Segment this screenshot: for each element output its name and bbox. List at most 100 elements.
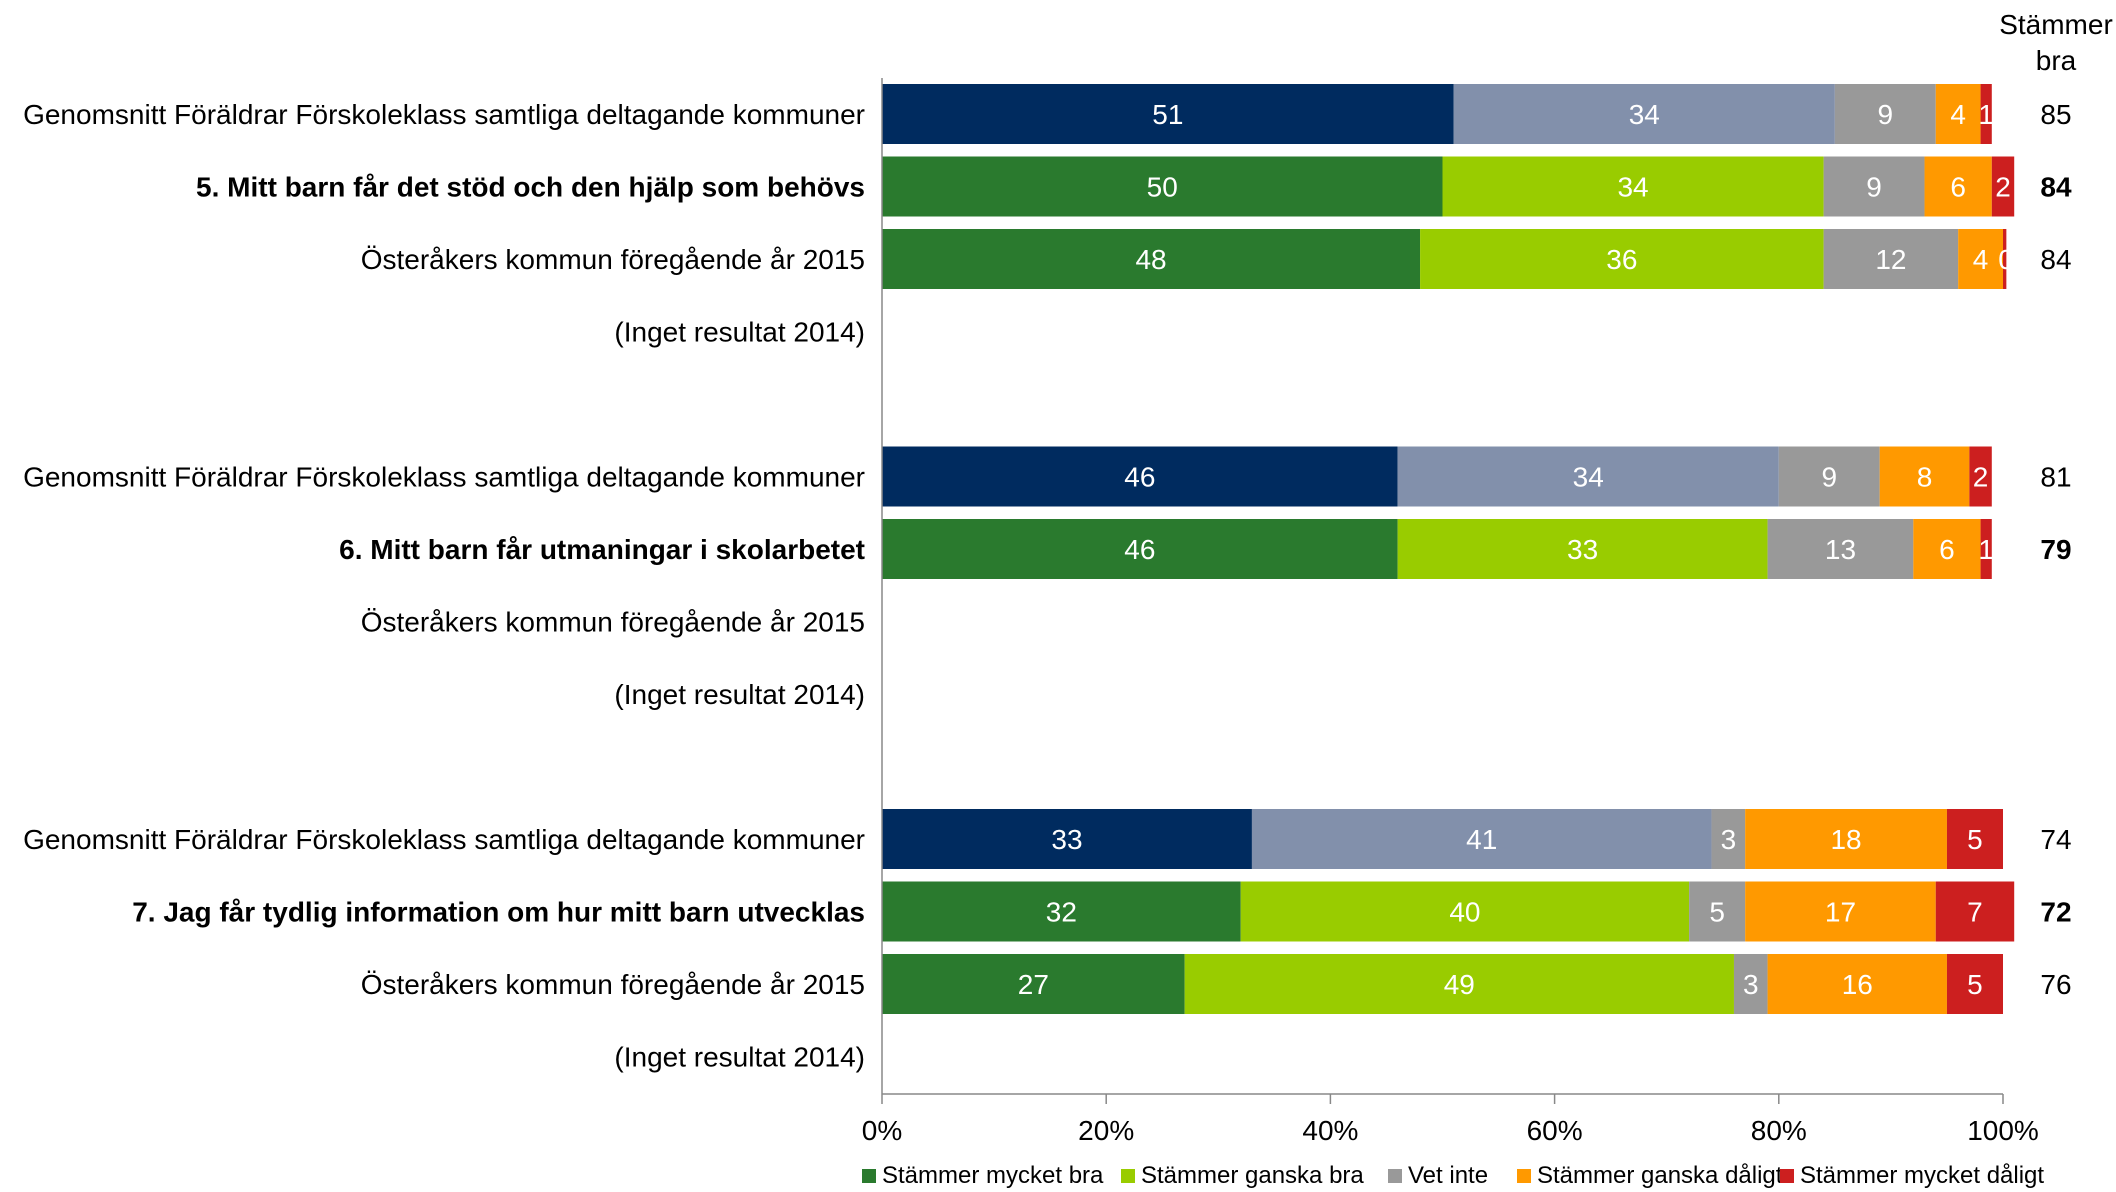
bar-segment xyxy=(1689,881,1746,942)
category-label: Genomsnitt Föräldrar Förskoleklass samtl… xyxy=(23,824,865,855)
bar-segment xyxy=(1991,156,2015,217)
bar-segment xyxy=(1924,156,1992,217)
bar-segment xyxy=(1935,881,2015,942)
x-axis: 0% 20% 40% 60% 80% 100% xyxy=(862,78,2039,1146)
bar-segment xyxy=(882,84,1454,144)
bar-segment xyxy=(882,954,1185,1014)
segment-value-label: 34 xyxy=(1573,462,1604,493)
segment-value-label: 46 xyxy=(1124,534,1155,565)
segment-value-label: 27 xyxy=(1018,969,1049,1000)
bar-segment xyxy=(1778,446,1880,507)
segment-value-label: 6 xyxy=(1939,534,1955,565)
bar-segment xyxy=(1969,446,1992,507)
bar-row: Österåkers kommun föregående år 2015 48 36… xyxy=(361,229,2072,289)
segment-value-label: 8 xyxy=(1917,462,1933,493)
category-label: Genomsnitt Föräldrar Förskoleklass samtl… xyxy=(23,99,865,130)
segment-value-label: 40 xyxy=(1449,897,1480,928)
sum-value: 85 xyxy=(2040,99,2071,130)
legend-label: Stämmer ganska dåligt xyxy=(1537,1162,1783,1189)
bar-segment xyxy=(1453,84,1835,144)
bar-row: (Inget resultat 2014) xyxy=(614,317,865,348)
bar-row: Österåkers kommun föregående år 2015 xyxy=(361,607,865,638)
x-tick-label: 100% xyxy=(1967,1115,2039,1146)
bar-segment xyxy=(882,809,1252,869)
bar-segment xyxy=(1767,954,1947,1014)
bar-row: (Inget resultat 2014) xyxy=(614,679,865,710)
bar-row: Genomsnitt Föräldrar Förskoleklass samtl… xyxy=(23,84,2072,144)
segment-value-label: 2 xyxy=(1995,172,2011,203)
sum-value: 76 xyxy=(2040,969,2071,1000)
legend-item: Vet inte xyxy=(1388,1162,1488,1189)
segment-value-label: 34 xyxy=(1629,99,1660,130)
x-tick-label: 60% xyxy=(1527,1115,1583,1146)
segment-value-label: 0 xyxy=(1998,244,2014,275)
segment-value-label: 6 xyxy=(1950,172,1966,203)
category-label: Österåkers kommun föregående år 2015 xyxy=(361,607,865,638)
legend-swatch xyxy=(1388,1169,1402,1183)
bar-segment xyxy=(1834,84,1936,144)
bar-segment xyxy=(1980,519,1992,579)
sum-value: 84 xyxy=(2040,244,2071,275)
sum-value: 84 xyxy=(2040,172,2072,203)
legend-label: Stämmer mycket dåligt xyxy=(1800,1162,2044,1189)
category-label: 6. Mitt barn får utmaningar i skolarbete… xyxy=(339,534,865,565)
segment-value-label: 50 xyxy=(1147,172,1178,203)
segment-value-label: 41 xyxy=(1466,824,1497,855)
segment-value-label: 9 xyxy=(1821,462,1837,493)
bar-row: 6. Mitt barn får utmaningar i skolarbete… xyxy=(339,519,2072,579)
bar-segment xyxy=(1980,84,1992,144)
bar-segment xyxy=(1935,84,1981,144)
bar-segment xyxy=(882,446,1398,507)
legend-item: Stämmer mycket bra xyxy=(862,1162,1104,1189)
bar-segment xyxy=(1745,809,1947,869)
sum-column-header: Stämmer bra xyxy=(1999,9,2113,76)
bar-row: 7. Jag får tydlig information om hur mit… xyxy=(132,881,2072,942)
bar-segment xyxy=(1397,446,1779,507)
bar-row: Genomsnitt Föräldrar Förskoleklass samtl… xyxy=(23,809,2072,869)
legend-swatch xyxy=(1780,1169,1794,1183)
segment-value-label: 33 xyxy=(1567,534,1598,565)
bar-row: 5. Mitt barn får det stöd och den hjälp … xyxy=(196,156,2072,217)
segment-value-label: 4 xyxy=(1973,244,1989,275)
chart-legend: Stämmer mycket bra Stämmer ganska bra Vet … xyxy=(862,1162,2044,1189)
bar-segment xyxy=(2003,229,2007,289)
bar-segment xyxy=(1823,156,1925,217)
bar-segment xyxy=(882,519,1398,579)
bar-segment xyxy=(1397,519,1768,579)
bar-segment xyxy=(1913,519,1981,579)
x-tick-label: 0% xyxy=(862,1115,902,1146)
sum-header-line-2: bra xyxy=(2036,45,2077,76)
segment-value-label: 33 xyxy=(1051,824,1082,855)
segment-value-label: 13 xyxy=(1825,534,1856,565)
segment-value-label: 12 xyxy=(1875,244,1906,275)
sum-header-line-1: Stämmer xyxy=(1999,9,2113,40)
bar-segment xyxy=(1767,519,1914,579)
segment-value-label: 49 xyxy=(1444,969,1475,1000)
segment-value-label: 9 xyxy=(1866,172,1882,203)
segment-value-label: 2 xyxy=(1973,462,1989,493)
segment-value-label: 16 xyxy=(1842,969,1873,1000)
sum-value: 72 xyxy=(2040,897,2071,928)
x-tick-label: 40% xyxy=(1302,1115,1358,1146)
segment-value-label: 9 xyxy=(1878,99,1894,130)
bar-row: (Inget resultat 2014) xyxy=(614,1042,865,1073)
segment-value-label: 32 xyxy=(1046,897,1077,928)
category-label: (Inget resultat 2014) xyxy=(614,1042,865,1073)
bar-segment xyxy=(1240,881,1690,942)
segment-value-label: 7 xyxy=(1967,897,1983,928)
bar-segment xyxy=(1420,229,1824,289)
bar-segment xyxy=(1745,881,1936,942)
segment-value-label: 34 xyxy=(1617,172,1648,203)
segment-value-label: 5 xyxy=(1709,897,1725,928)
segment-value-label: 17 xyxy=(1825,897,1856,928)
legend-label: Stämmer ganska bra xyxy=(1141,1162,1364,1189)
bar-segment xyxy=(1879,446,1970,507)
legend-item: Stämmer mycket dåligt xyxy=(1780,1162,2044,1189)
legend-label: Stämmer mycket bra xyxy=(882,1162,1104,1189)
segment-value-label: 36 xyxy=(1606,244,1637,275)
segment-value-label: 46 xyxy=(1124,462,1155,493)
category-label: Genomsnitt Föräldrar Förskoleklass samtl… xyxy=(23,462,865,493)
bar-segment xyxy=(882,881,1241,942)
segment-value-label: 5 xyxy=(1967,969,1983,1000)
category-label: 7. Jag får tydlig information om hur mit… xyxy=(132,897,865,928)
